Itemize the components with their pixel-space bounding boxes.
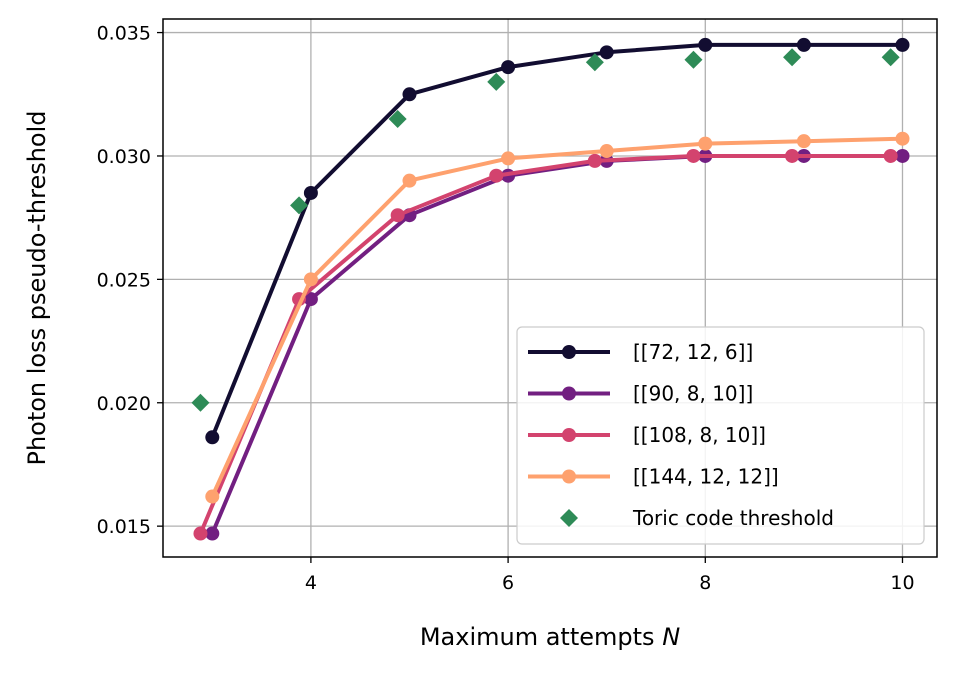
y-tick-label: 0.020 bbox=[97, 393, 151, 415]
data-point bbox=[698, 37, 713, 52]
legend-label: [[108, 8, 10]] bbox=[633, 423, 766, 447]
data-point bbox=[684, 50, 703, 69]
data-point bbox=[303, 185, 318, 200]
x-tick-label: 8 bbox=[699, 572, 711, 594]
x-tick-label: 10 bbox=[890, 572, 914, 594]
series-4 bbox=[191, 48, 900, 412]
data-point bbox=[205, 430, 220, 445]
data-point bbox=[796, 37, 811, 52]
axes-frame bbox=[162, 18, 938, 558]
data-point bbox=[895, 37, 910, 52]
series-line bbox=[210, 42, 903, 439]
data-point bbox=[881, 48, 900, 67]
data-point bbox=[489, 168, 504, 183]
data-point bbox=[599, 45, 614, 60]
data-point bbox=[290, 196, 309, 215]
ticks: 4 6 8 10 0.015 0.020 0.025 0.030 0.035 bbox=[97, 23, 915, 594]
legend-entry: [[108, 8, 10]] bbox=[528, 423, 766, 447]
legend-marker bbox=[560, 509, 578, 527]
data-point bbox=[191, 393, 210, 412]
x-tick-label: 4 bbox=[305, 572, 317, 594]
data-point bbox=[895, 148, 910, 163]
data-point bbox=[390, 208, 405, 223]
data-point bbox=[501, 151, 516, 166]
data-point bbox=[501, 60, 516, 75]
series-0 bbox=[205, 37, 910, 445]
legend-label: [[90, 8, 10]] bbox=[633, 382, 753, 406]
data-point bbox=[883, 148, 898, 163]
y-tick-label: 0.030 bbox=[97, 146, 151, 168]
x-axis-label: Maximum attempts N bbox=[420, 623, 680, 651]
y-tick-label: 0.025 bbox=[97, 269, 151, 291]
legend-marker bbox=[562, 428, 576, 442]
x-tick-label: 6 bbox=[502, 572, 514, 594]
legend-marker bbox=[562, 345, 576, 359]
data-point bbox=[785, 148, 800, 163]
data-point bbox=[402, 173, 417, 188]
series-2 bbox=[193, 148, 898, 541]
data-point bbox=[205, 526, 220, 541]
series-line bbox=[210, 136, 903, 498]
legend-label: [[72, 12, 6]] bbox=[633, 340, 753, 364]
series-line bbox=[198, 154, 891, 535]
legend-label: [[144, 12, 12]] bbox=[633, 465, 779, 489]
data-point bbox=[193, 526, 208, 541]
data-point bbox=[303, 292, 318, 307]
data-point bbox=[402, 87, 417, 102]
data-point bbox=[895, 131, 910, 146]
legend-label: Toric code threshold bbox=[632, 506, 834, 530]
data-point bbox=[698, 136, 713, 151]
data-point bbox=[796, 134, 811, 149]
y-tick-label: 0.015 bbox=[97, 516, 151, 538]
data-point bbox=[487, 72, 506, 91]
data-point bbox=[686, 148, 701, 163]
series-3 bbox=[205, 131, 910, 504]
series-layer bbox=[191, 37, 910, 541]
legend-entry: [[72, 12, 6]] bbox=[528, 340, 753, 364]
y-axis-label: Photon loss pseudo-threshold bbox=[23, 110, 51, 465]
data-point bbox=[599, 144, 614, 159]
data-point bbox=[585, 53, 604, 72]
data-point bbox=[587, 153, 602, 168]
data-point bbox=[205, 489, 220, 504]
legend-box bbox=[516, 326, 925, 545]
data-point bbox=[388, 109, 407, 128]
data-point bbox=[783, 48, 802, 67]
y-tick-label: 0.035 bbox=[97, 23, 151, 45]
legend-marker bbox=[562, 386, 576, 401]
legend-entry: Toric code threshold bbox=[560, 506, 834, 530]
legend: [[72, 12, 6]] [[90, 8, 10]] [[108, 8, 10]]… bbox=[516, 326, 925, 545]
legend-entry: [[90, 8, 10]] bbox=[528, 382, 753, 406]
data-point bbox=[303, 272, 318, 287]
legend-marker bbox=[562, 469, 576, 484]
legend-entry: [[144, 12, 12]] bbox=[528, 465, 779, 489]
